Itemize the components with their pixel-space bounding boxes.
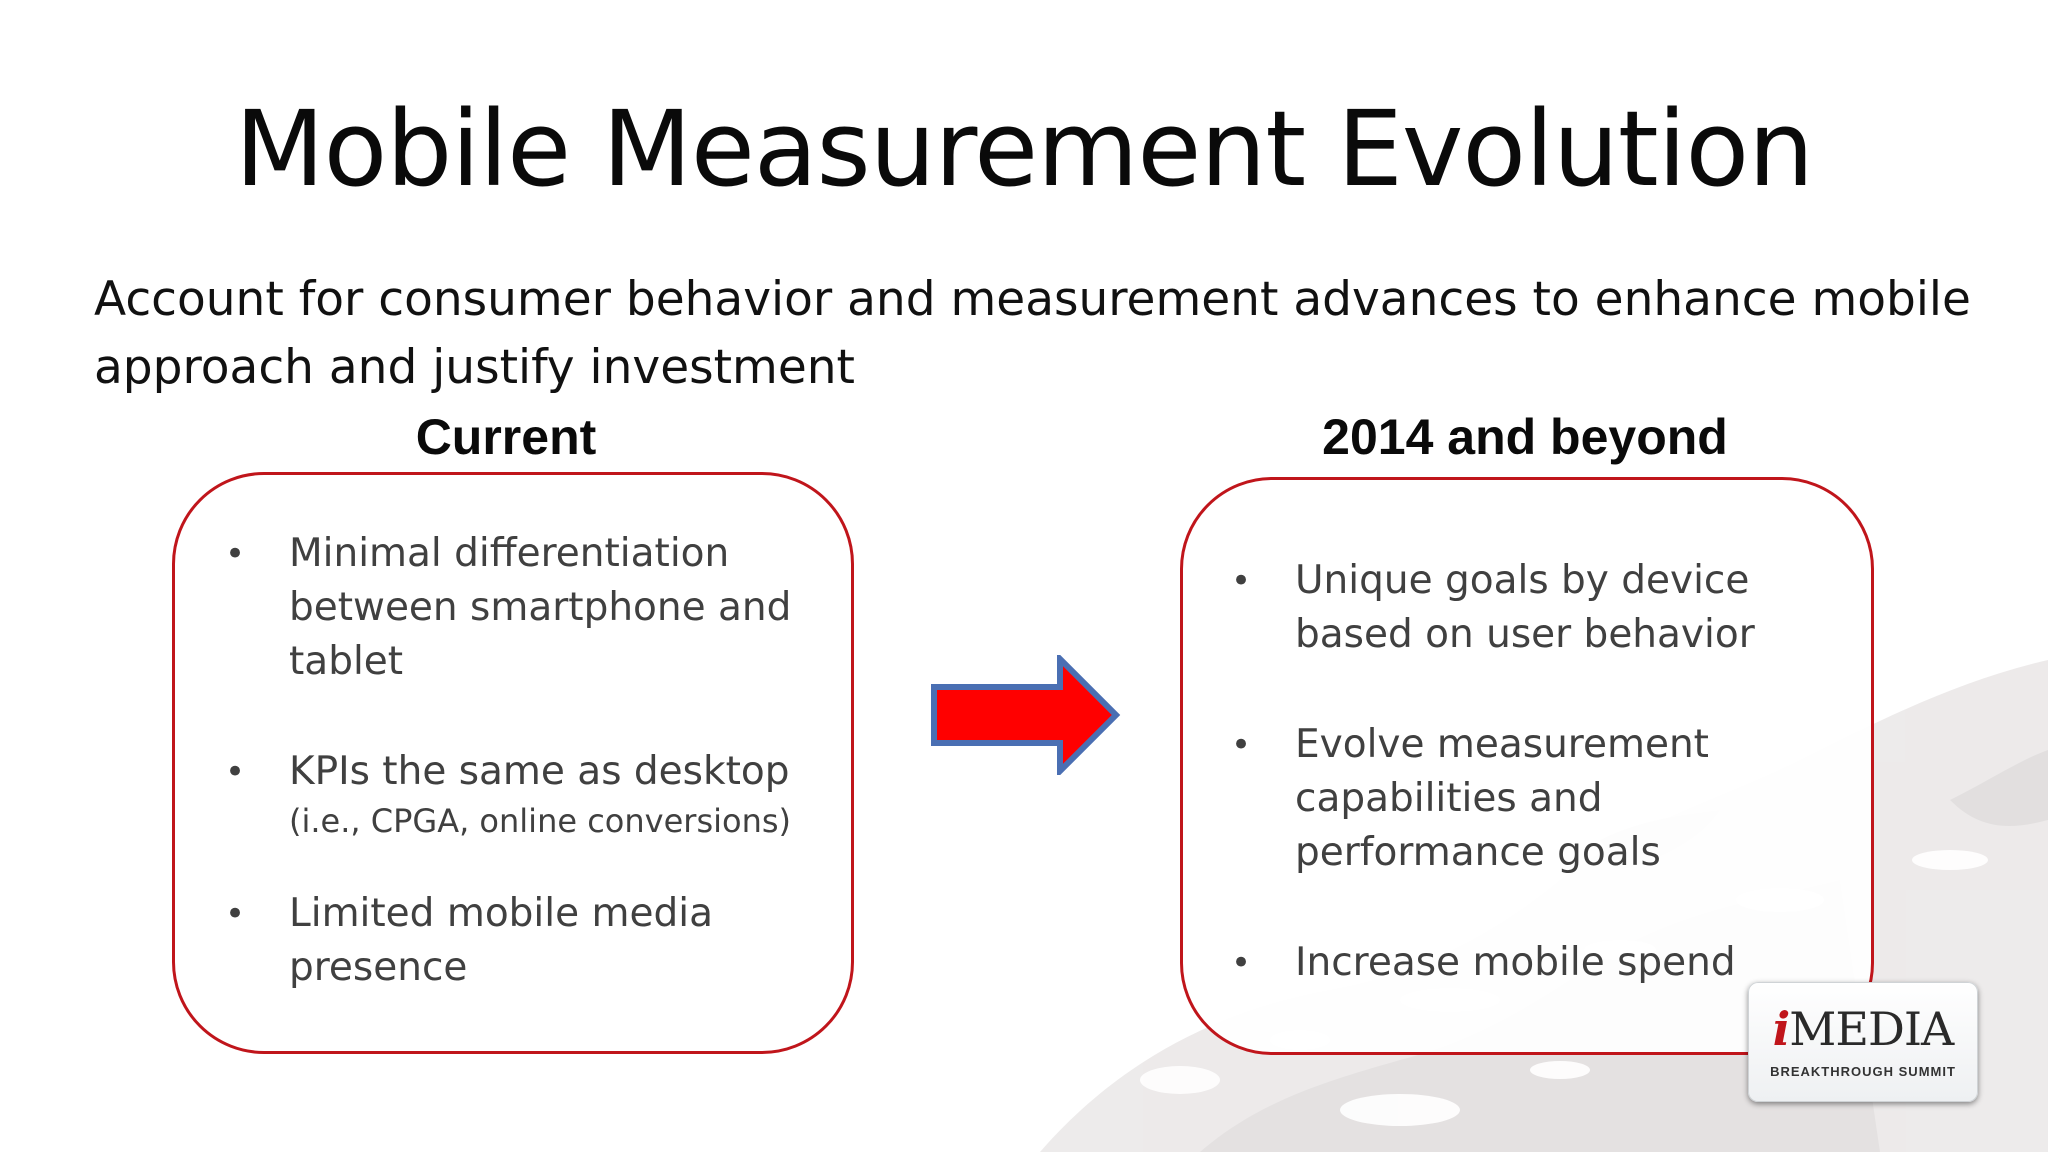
imedia-logo: iMEDIA BREAKTHROUGH SUMMIT	[1748, 982, 1978, 1102]
slide-title: Mobile Measurement Evolution	[234, 88, 1814, 210]
item-subtext: (i.e., CPGA, online conversions)	[289, 802, 792, 840]
future-box: • Unique goals by device based on user b…	[1180, 477, 1874, 1055]
current-list: • Minimal differentiation between smartp…	[225, 527, 829, 995]
item-text: Minimal differentiation between smartpho…	[289, 531, 792, 684]
bullet-icon: •	[225, 894, 246, 934]
current-heading: Current	[415, 409, 597, 465]
list-item: • Increase mobile spend	[1231, 936, 1855, 990]
item-text: Limited mobile media presence	[289, 891, 713, 990]
bullet-icon: •	[1231, 725, 1252, 765]
future-list: • Unique goals by device based on user b…	[1231, 554, 1855, 990]
right-arrow-icon	[931, 655, 1121, 775]
item-text: Increase mobile spend	[1295, 940, 1736, 985]
logo-tagline: BREAKTHROUGH SUMMIT	[1770, 1064, 1956, 1079]
list-item: • Evolve measurement capabilities and pe…	[1231, 718, 1855, 880]
future-heading: 2014 and beyond	[1322, 409, 1728, 465]
slide-subtitle: Account for consumer behavior and measur…	[94, 272, 1971, 395]
logo-wordmark: iMEDIA	[1772, 1002, 1954, 1056]
list-item: • Limited mobile media presence	[225, 887, 829, 995]
list-item: • Unique goals by device based on user b…	[1231, 554, 1855, 662]
item-text: Evolve measurement capabilities and perf…	[1295, 722, 1709, 875]
bullet-icon: •	[225, 534, 246, 574]
item-text: Unique goals by device based on user beh…	[1295, 558, 1755, 657]
bullet-icon: •	[1231, 561, 1252, 601]
list-item: • Minimal differentiation between smartp…	[225, 527, 829, 689]
list-item: • KPIs the same as desktop (i.e., CPGA, …	[225, 745, 829, 843]
bullet-icon: •	[1231, 943, 1252, 983]
current-box: • Minimal differentiation between smartp…	[172, 472, 854, 1054]
bullet-icon: •	[225, 752, 246, 792]
item-text: KPIs the same as desktop	[289, 749, 790, 794]
